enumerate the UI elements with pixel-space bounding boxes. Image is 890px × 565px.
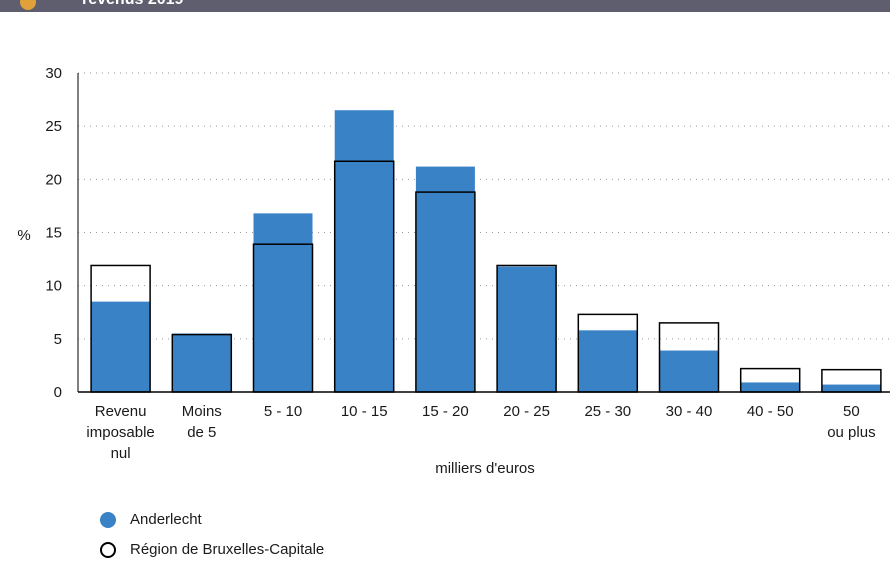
y-axis-label: % <box>17 227 30 244</box>
x-tick-label: 50 ou plus <box>827 403 875 441</box>
bars <box>90 110 882 393</box>
y-tick-label: 30 <box>45 65 62 82</box>
x-tick-label: 5 - 10 <box>264 403 302 420</box>
bar-anderlecht <box>334 110 394 392</box>
header-title: revenus 2019 <box>82 0 183 9</box>
logo-icon <box>20 0 36 10</box>
x-tick-label: 10 - 15 <box>341 403 388 420</box>
bar-anderlecht <box>91 301 151 392</box>
gridlines <box>78 72 890 340</box>
legend-label: Région de Bruxelles-Capitale <box>130 541 325 558</box>
x-tick-label: 25 - 30 <box>584 403 631 420</box>
bar-anderlecht <box>821 384 881 392</box>
bar-anderlecht <box>659 350 719 392</box>
x-axis: Revenu imposable nul Moins de 5 5 - 10 10 - 15… <box>78 391 890 462</box>
bar-anderlecht <box>172 333 232 392</box>
y-tick-label: 25 <box>45 118 62 135</box>
x-tick-label: 40 - 50 <box>747 403 794 420</box>
x-axis-label: milliers d'euros <box>435 460 535 477</box>
x-tick-label: 30 - 40 <box>666 403 713 420</box>
bar-anderlecht <box>497 266 557 392</box>
x-tick-label: 15 - 20 <box>422 403 469 420</box>
bar-anderlecht <box>415 166 475 392</box>
x-tick-label: Revenu imposable nul <box>86 403 154 462</box>
legend-label: Anderlecht <box>130 511 202 528</box>
header-bar: revenus 2019 <box>0 0 890 12</box>
y-tick-label: 0 <box>54 384 62 401</box>
bar-anderlecht <box>253 213 313 392</box>
y-tick-label: 10 <box>45 278 62 295</box>
y-tick-label: 15 <box>45 225 62 242</box>
legend-swatch-outline <box>100 542 116 558</box>
y-tick-label: 20 <box>45 171 62 188</box>
x-tick-label: 20 - 25 <box>503 403 550 420</box>
bar-anderlecht <box>740 382 800 392</box>
y-axis: 0 5 10 15 20 25 30 <box>45 65 79 401</box>
bar-anderlecht <box>578 330 638 392</box>
x-tick-label: Moins de 5 <box>182 403 222 441</box>
legend-swatch-filled <box>100 512 116 528</box>
y-tick-label: 5 <box>54 331 62 348</box>
